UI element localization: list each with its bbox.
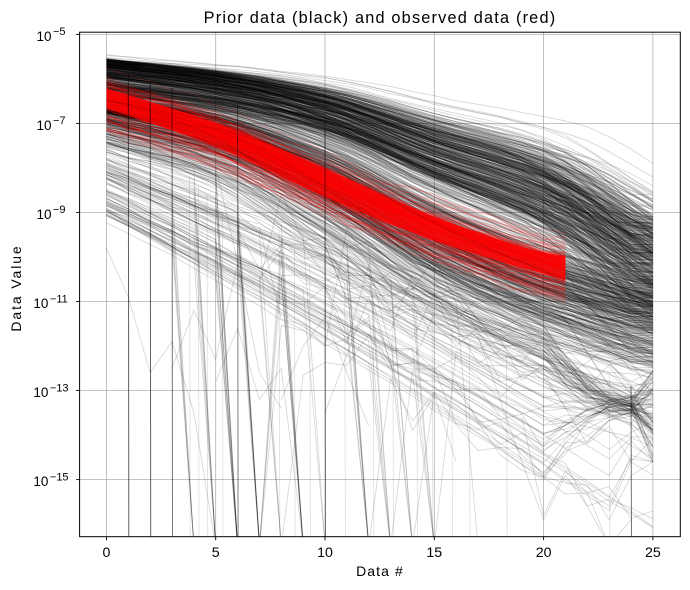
svg-text:−9: −9: [53, 204, 66, 216]
svg-text:10: 10: [37, 207, 52, 222]
svg-text:−15: −15: [50, 471, 69, 483]
svg-text:10: 10: [317, 545, 333, 561]
svg-text:10: 10: [33, 296, 48, 311]
svg-text:Data #: Data #: [356, 563, 404, 579]
svg-text:0: 0: [103, 545, 111, 561]
svg-text:−7: −7: [53, 115, 66, 127]
svg-text:10: 10: [37, 118, 52, 133]
svg-text:15: 15: [426, 545, 442, 561]
svg-text:−5: −5: [53, 26, 66, 38]
svg-text:Prior data (black) and observe: Prior data (black) and observed data (re…: [204, 9, 557, 27]
svg-text:5: 5: [212, 545, 220, 561]
svg-text:Data Value: Data Value: [8, 244, 24, 331]
svg-text:25: 25: [645, 545, 661, 561]
svg-text:10: 10: [33, 474, 48, 489]
svg-text:10: 10: [33, 385, 48, 400]
svg-text:20: 20: [536, 545, 552, 561]
svg-text:−11: −11: [50, 293, 68, 305]
svg-text:10: 10: [37, 29, 52, 44]
svg-text:−13: −13: [50, 382, 69, 394]
